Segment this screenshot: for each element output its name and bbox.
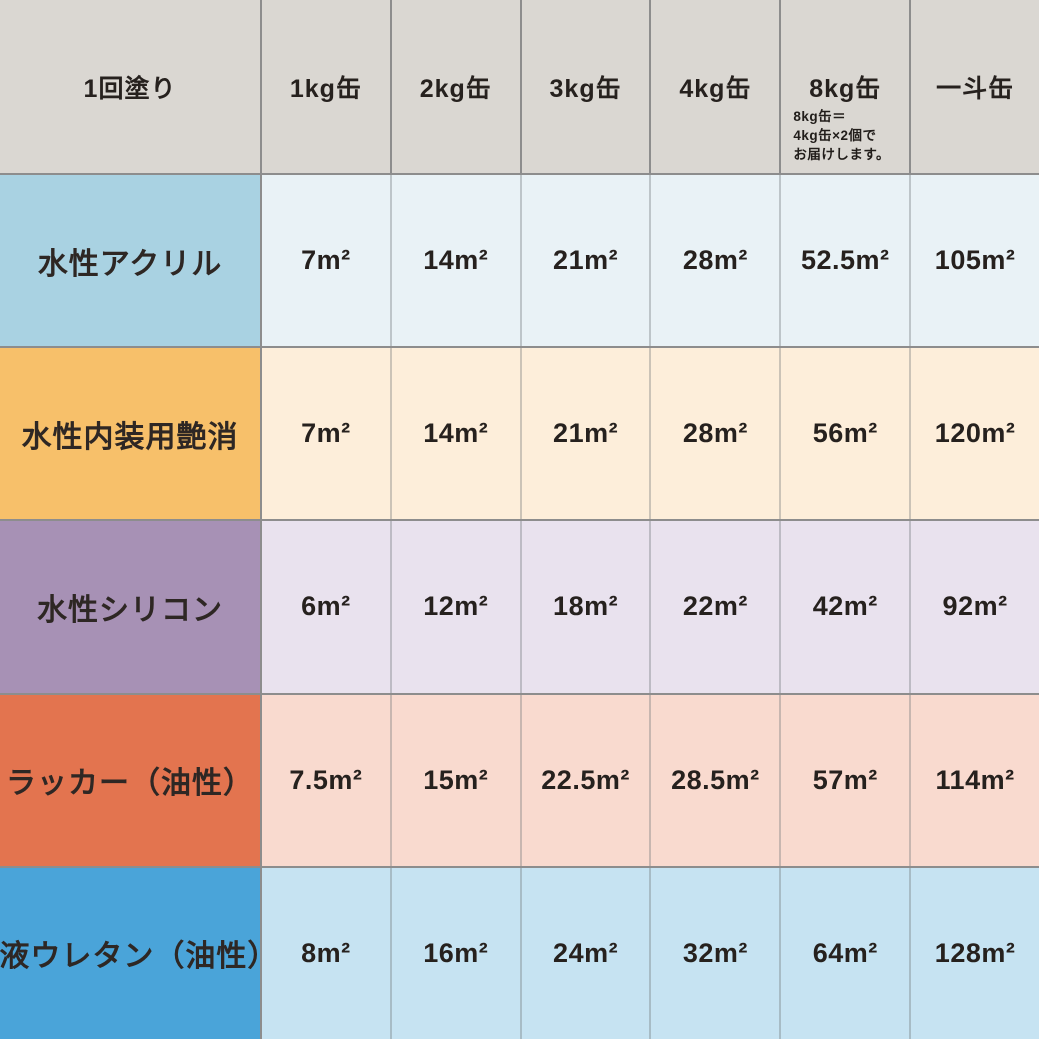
- column-header-1kg: 1kg缶: [260, 0, 390, 173]
- value-cell: 32m²: [649, 867, 780, 1039]
- value-cell: 18m²: [519, 521, 650, 693]
- value-cell: 15m²: [389, 694, 520, 866]
- column-header-3kg: 3kg缶: [519, 0, 650, 173]
- table-row-lacquer-yusei: ラッカー（油性） 7.5m² 15m² 22.5m² 28.5m² 57m² 1…: [0, 692, 1039, 866]
- value-cell: 16m²: [389, 867, 520, 1039]
- table-row-suisei-acrylic: 水性アクリル 7m² 14m² 21m² 28m² 52.5m² 105m²: [0, 173, 1039, 347]
- value-cell: 52.5m²: [779, 175, 910, 347]
- value-cell: 7m²: [260, 348, 390, 520]
- value-cell: 21m²: [519, 175, 650, 347]
- value-cell: 56m²: [779, 348, 910, 520]
- row-label: 水性アクリル: [0, 175, 260, 347]
- row-label: 水性内装用艶消: [0, 348, 260, 520]
- value-cell: 92m²: [909, 521, 1039, 693]
- value-cell: 105m²: [909, 175, 1039, 347]
- value-cell: 8m²: [260, 867, 390, 1039]
- header-row: 1回塗り 1kg缶 2kg缶 3kg缶 4kg缶 8kg缶 8kg缶＝ 4kg缶…: [0, 0, 1039, 173]
- row-label: 水性シリコン: [0, 521, 260, 693]
- value-cell: 22.5m²: [519, 694, 650, 866]
- row-label: ラッカー（油性）: [0, 694, 260, 866]
- value-cell: 28.5m²: [649, 694, 780, 866]
- table-row-suisei-naiso-tsuyakeshi: 水性内装用艶消 7m² 14m² 21m² 28m² 56m² 120m²: [0, 346, 1039, 520]
- value-cell: 28m²: [649, 175, 780, 347]
- value-cell: 14m²: [389, 348, 520, 520]
- corner-header-coats: 1回塗り: [83, 74, 177, 103]
- column-header-2kg: 2kg缶: [389, 0, 520, 173]
- note-line-2: 4kg缶×2個で: [793, 128, 877, 143]
- column-header-itto: 一斗缶: [909, 0, 1039, 173]
- table-row-suisei-silicon: 水性シリコン 6m² 12m² 18m² 22m² 42m² 92m²: [0, 519, 1039, 693]
- column-header-8kg-label: 8kg缶: [809, 74, 882, 103]
- value-cell: 7.5m²: [260, 694, 390, 866]
- note-line-3: お届けします。: [793, 147, 890, 162]
- value-cell: 7m²: [260, 175, 390, 347]
- value-cell: 21m²: [519, 348, 650, 520]
- note-line-1: 8kg缶＝: [793, 109, 847, 124]
- value-cell: 114m²: [909, 694, 1039, 866]
- value-cell: 22m²: [649, 521, 780, 693]
- value-cell: 57m²: [779, 694, 910, 866]
- note-8kg-delivery: 8kg缶＝ 4kg缶×2個で お届けします。: [793, 107, 905, 164]
- value-cell: 42m²: [779, 521, 910, 693]
- column-header-4kg: 4kg缶: [649, 0, 779, 173]
- value-cell: 12m²: [389, 521, 520, 693]
- value-cell: 120m²: [909, 348, 1039, 520]
- value-cell: 28m²: [649, 348, 780, 520]
- value-cell: 64m²: [779, 867, 910, 1039]
- value-cell: 6m²: [260, 521, 390, 693]
- value-cell: 24m²: [519, 867, 650, 1039]
- value-cell: 14m²: [389, 175, 520, 347]
- value-cell: 128m²: [909, 867, 1039, 1039]
- column-header-8kg: 8kg缶 8kg缶＝ 4kg缶×2個で お届けします。: [779, 0, 909, 173]
